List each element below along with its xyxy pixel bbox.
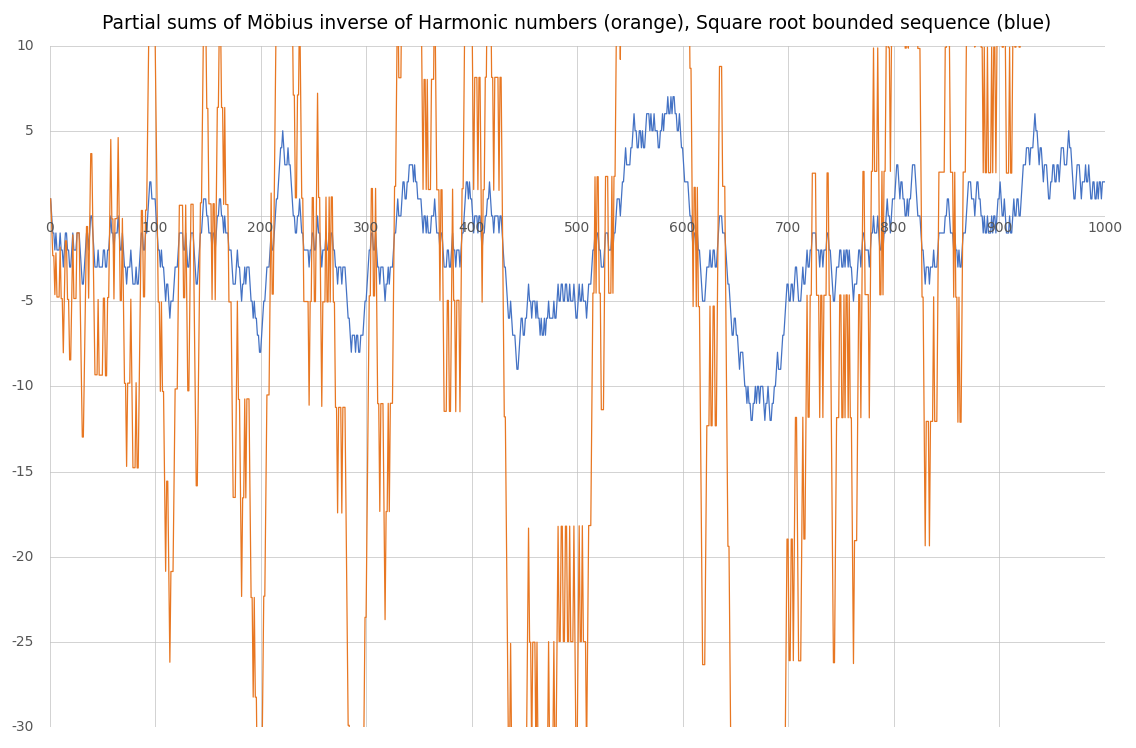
Text: 1000: 1000 (1087, 221, 1122, 235)
Text: 5: 5 (25, 123, 34, 138)
Text: 10: 10 (16, 39, 34, 52)
Text: 700: 700 (775, 221, 801, 235)
Text: 900: 900 (986, 221, 1012, 235)
Text: 400: 400 (459, 221, 485, 235)
Text: -10: -10 (11, 379, 34, 393)
Text: -25: -25 (11, 635, 34, 649)
Text: -5: -5 (20, 294, 34, 308)
Text: -15: -15 (11, 465, 34, 479)
Text: -30: -30 (11, 720, 34, 734)
Title: Partial sums of Möbius inverse of Harmonic numbers (orange), Square root bounded: Partial sums of Möbius inverse of Harmon… (102, 14, 1052, 33)
Text: 800: 800 (880, 221, 907, 235)
Text: 100: 100 (142, 221, 168, 235)
Text: 200: 200 (248, 221, 274, 235)
Text: 300: 300 (353, 221, 379, 235)
Text: 0: 0 (45, 221, 55, 235)
Text: 600: 600 (669, 221, 695, 235)
Text: 500: 500 (563, 221, 591, 235)
Text: -20: -20 (11, 550, 34, 564)
